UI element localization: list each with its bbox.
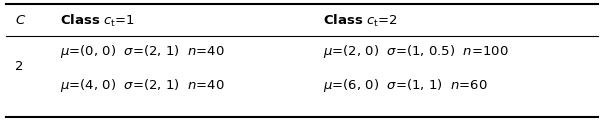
Text: $\mu$=(0, 0)  $\sigma$=(2, 1)  $n$=40: $\mu$=(0, 0) $\sigma$=(2, 1) $n$=40 xyxy=(60,43,225,60)
Text: $\mu$=(2, 0)  $\sigma$=(1, 0.5)  $n$=100: $\mu$=(2, 0) $\sigma$=(1, 0.5) $n$=100 xyxy=(323,43,509,60)
Text: $\mathbf{Class}$ $c_\mathrm{t}$=1: $\mathbf{Class}$ $c_\mathrm{t}$=1 xyxy=(60,13,135,29)
Text: $\mu$=(4, 0)  $\sigma$=(2, 1)  $n$=40: $\mu$=(4, 0) $\sigma$=(2, 1) $n$=40 xyxy=(60,77,225,94)
Text: $\mathbf{Class}$ $c_\mathrm{t}$=2: $\mathbf{Class}$ $c_\mathrm{t}$=2 xyxy=(323,13,398,29)
Text: $\mu$=(6, 0)  $\sigma$=(1, 1)  $n$=60: $\mu$=(6, 0) $\sigma$=(1, 1) $n$=60 xyxy=(323,77,488,94)
Text: $\mathit{C}$: $\mathit{C}$ xyxy=(15,14,27,27)
Text: 2: 2 xyxy=(15,60,24,74)
